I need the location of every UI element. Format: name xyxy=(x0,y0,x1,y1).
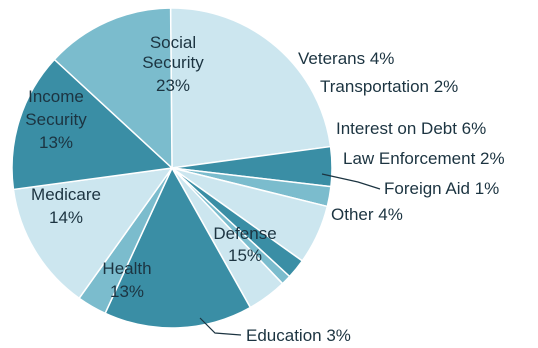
slice-label-law-enforcement: Law Enforcement 2% xyxy=(343,149,505,168)
slice-label-defense-line-2: 15% xyxy=(228,246,262,265)
slice-label-foreign-aid: Foreign Aid 1% xyxy=(384,179,499,198)
pie-slice-medicare xyxy=(11,58,173,191)
slice-label-income-security-line-2: Security xyxy=(25,110,87,129)
slice-label-medicare-line-1: Medicare xyxy=(31,185,101,204)
pie-slice-defense xyxy=(104,167,252,329)
slice-label-income-security-line-3: 13% xyxy=(39,133,73,152)
slice-label-social-security-line-1: Social xyxy=(150,33,196,52)
leader-line-foreign-aid xyxy=(321,173,381,190)
slice-label-other: Other 4% xyxy=(331,205,403,224)
slice-label-health-line-2: 13% xyxy=(110,282,144,301)
slice-label-social-security-line-3: 23% xyxy=(156,76,190,95)
slice-label-defense-line-1: Defense xyxy=(213,224,276,243)
pie-slice-health xyxy=(12,167,173,300)
slice-label-health-line-1: Health xyxy=(102,259,151,278)
slice-label-veterans: Veterans 4% xyxy=(298,49,394,68)
pie-slices xyxy=(11,7,333,329)
label-leader-lines xyxy=(199,173,381,336)
leader-line-education xyxy=(199,317,242,336)
slice-label-interest-on-debt: Interest on Debt 6% xyxy=(336,119,486,138)
slice-label-income-security-line-1: Income xyxy=(28,87,84,106)
pie-slice-social-security xyxy=(169,7,332,169)
slice-label-medicare-line-2: 14% xyxy=(49,208,83,227)
pie-slice-income-security xyxy=(53,7,173,169)
slice-label-education: Education 3% xyxy=(246,326,351,345)
slice-label-social-security-line-2: Security xyxy=(142,53,204,72)
slice-label-transportation: Transportation 2% xyxy=(320,77,458,96)
